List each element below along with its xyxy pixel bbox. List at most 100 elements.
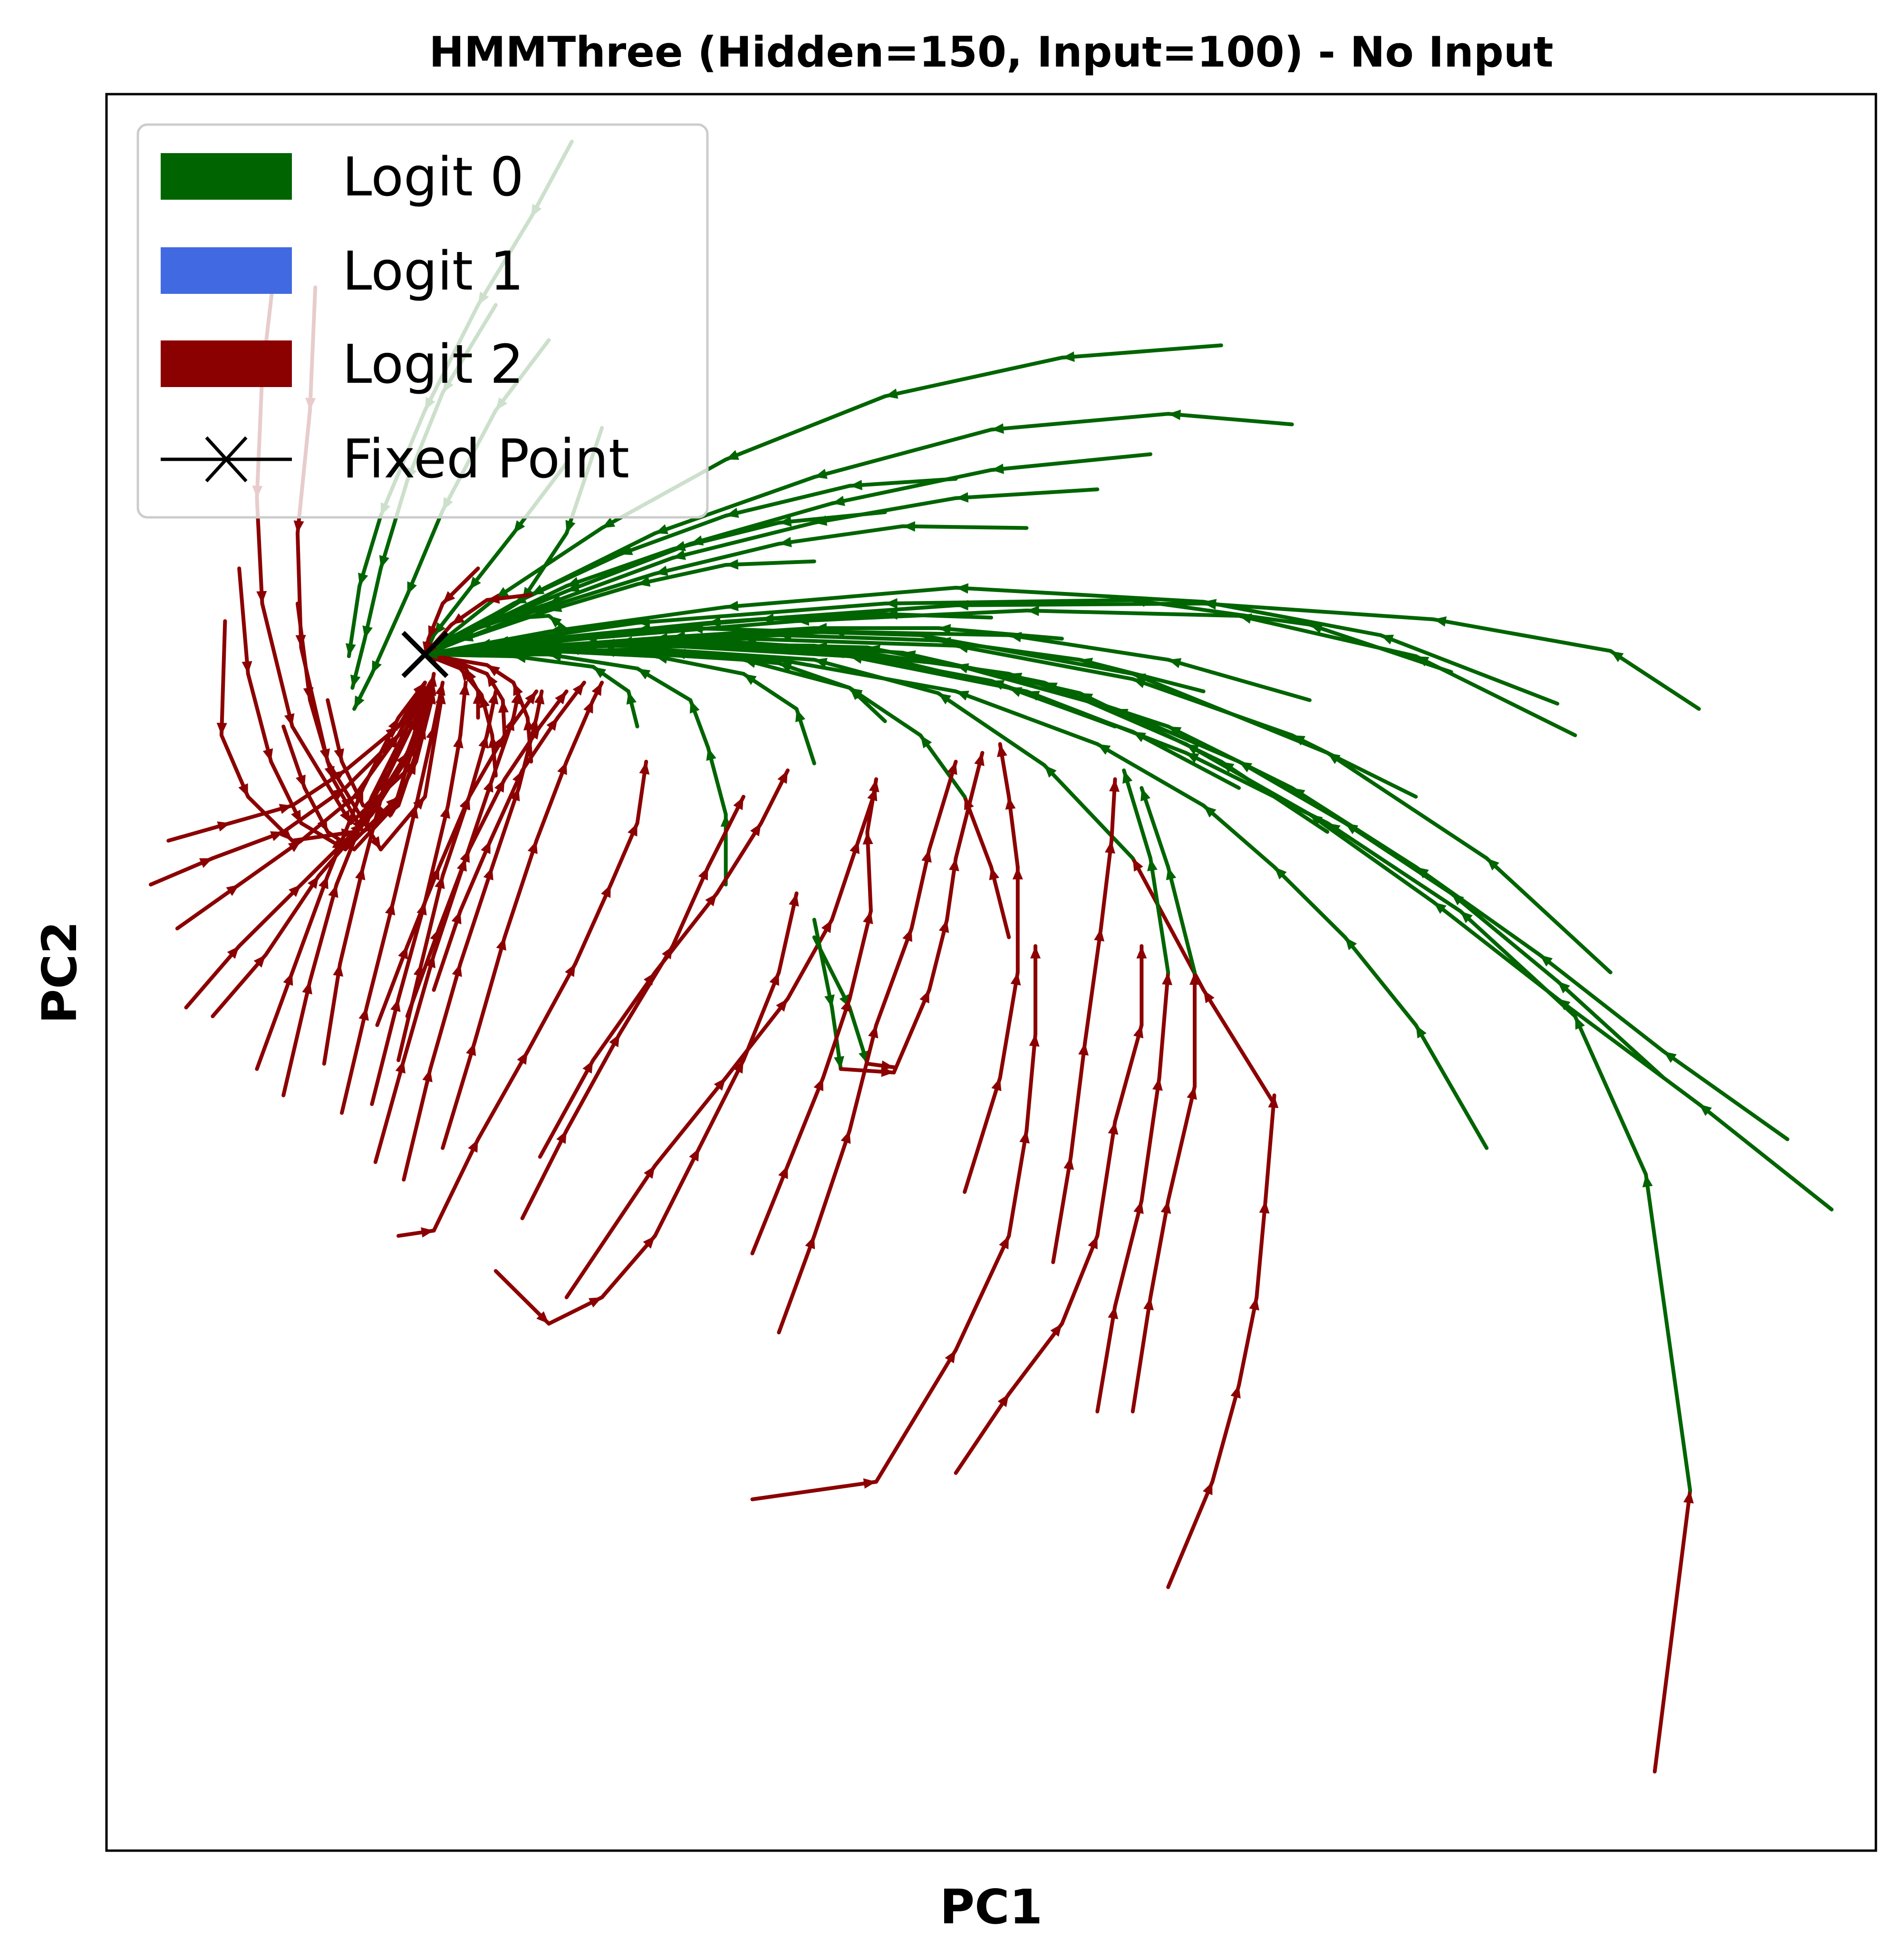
trajectory-17-segment-0 bbox=[900, 524, 1029, 530]
trajectory-11-segment-0 bbox=[936, 626, 1064, 641]
trajectory-83-arrowhead-6 bbox=[867, 644, 881, 655]
trajectory-18-segment-0 bbox=[848, 476, 958, 488]
trajectory-23-arrowhead-0 bbox=[850, 688, 862, 700]
trajectory-26-arrowhead-1 bbox=[593, 667, 607, 679]
trajectory-5-arrowhead-0 bbox=[1292, 735, 1305, 746]
trajectory-21-segment-2 bbox=[1042, 763, 1135, 860]
trajectory-68 bbox=[493, 891, 799, 1326]
trajectory-64-arrowhead-0 bbox=[582, 1060, 593, 1074]
trajectory-68-arrowhead-1 bbox=[588, 1297, 602, 1308]
trajectory-9-segment-0 bbox=[1078, 658, 1206, 693]
trajectory-75-segment-5 bbox=[1140, 786, 1170, 869]
trajectory-27-arrowhead-0 bbox=[549, 616, 562, 628]
trajectory-56-arrowhead-0 bbox=[303, 687, 314, 700]
legend-swatch-logit-2 bbox=[161, 340, 292, 387]
trajectory-16-arrowhead-0 bbox=[956, 492, 969, 503]
trajectory-49-arrowhead-2 bbox=[459, 796, 470, 810]
trajectory-47-segment-0 bbox=[373, 1058, 406, 1164]
trajectory-59-arrowhead-2 bbox=[487, 665, 500, 677]
trajectory-35-segment-6 bbox=[423, 689, 445, 799]
trajectory-72 bbox=[777, 759, 958, 1335]
trajectory-53-arrowhead-0 bbox=[302, 981, 312, 995]
trajectory-63-segment-4 bbox=[830, 838, 860, 922]
trajectory-78-segment-1 bbox=[1210, 1383, 1241, 1484]
legend-label-logit-0: Logit 0 bbox=[342, 146, 524, 208]
trajectory-4-arrowhead-0 bbox=[1416, 656, 1430, 667]
trajectory-64-arrowhead-4 bbox=[777, 770, 788, 784]
trajectory-76-segment-4 bbox=[1148, 856, 1170, 974]
trajectory-73-arrowhead-0 bbox=[991, 1077, 1002, 1091]
trajectory-73-arrowhead-2 bbox=[1012, 867, 1023, 880]
trajectory-64-segment-0 bbox=[538, 1058, 595, 1159]
trajectory-52-segment-0 bbox=[441, 1040, 477, 1150]
trajectory-49-arrowhead-1 bbox=[429, 867, 440, 881]
trajectory-67-arrowhead-5 bbox=[639, 761, 650, 775]
trajectory-75-arrowhead-0 bbox=[1143, 1297, 1154, 1310]
trajectory-26-arrowhead-2 bbox=[513, 652, 527, 663]
trajectory-78-segment-3 bbox=[1255, 1199, 1267, 1300]
trajectory-51-arrowhead-1 bbox=[481, 840, 491, 854]
trajectory-18-segment-1 bbox=[724, 484, 852, 518]
trajectory-77-segment-1 bbox=[1007, 1321, 1064, 1396]
trajectory-2-segment-3 bbox=[954, 602, 1206, 607]
trajectory-84-segment-9 bbox=[423, 642, 639, 657]
trajectory-57-arrowhead-4 bbox=[425, 691, 436, 705]
trajectory-84-segment-5 bbox=[1184, 751, 1330, 825]
trajectory-48-arrowhead-5 bbox=[534, 691, 545, 705]
trajectory-83-arrowhead-2 bbox=[1433, 902, 1447, 914]
trajectory-36-arrowhead-4 bbox=[339, 810, 351, 824]
trajectory-76-arrowhead-3 bbox=[1162, 972, 1172, 985]
trajectory-12-arrowhead-1 bbox=[761, 613, 774, 624]
trajectory-75-arrowhead-2 bbox=[1187, 1087, 1197, 1100]
trajectory-82-arrowhead-3 bbox=[1292, 788, 1305, 799]
legend-box bbox=[136, 123, 709, 519]
trajectory-13-arrowhead-2 bbox=[814, 468, 828, 479]
trajectory-49-arrowhead-3 bbox=[493, 735, 505, 749]
trajectory-79-segment-2 bbox=[954, 1234, 1011, 1352]
trajectory-26-segment-2 bbox=[512, 654, 595, 669]
trajectory-14-arrowhead-4 bbox=[495, 587, 509, 599]
trajectory-71-arrowhead-3 bbox=[863, 911, 873, 924]
trajectory-44-arrowhead-4 bbox=[435, 682, 445, 696]
trajectory-76 bbox=[1095, 768, 1172, 1414]
trajectory-28-segment-1 bbox=[520, 531, 569, 602]
trajectory-73-arrowhead-3 bbox=[1005, 796, 1016, 810]
trajectory-78-arrowhead-3 bbox=[1259, 1201, 1270, 1214]
trajectory-13-arrowhead-0 bbox=[1168, 409, 1181, 420]
trajectory-57-arrowhead-3 bbox=[406, 761, 416, 775]
trajectory-54 bbox=[255, 680, 427, 1071]
trajectory-51-arrowhead-2 bbox=[512, 770, 522, 784]
trajectory-41-segment-1 bbox=[211, 830, 286, 860]
trajectory-65 bbox=[520, 795, 745, 1221]
trajectory-25-arrowhead-4 bbox=[549, 651, 562, 662]
trajectory-77-arrowhead-0 bbox=[997, 1394, 1009, 1407]
trajectory-48-arrowhead-2 bbox=[483, 867, 493, 881]
trajectory-68-arrowhead-3 bbox=[689, 1148, 699, 1162]
trajectory-9-arrowhead-0 bbox=[1080, 658, 1093, 668]
trajectory-44-arrowhead-0 bbox=[358, 1007, 369, 1021]
trajectory-54-arrowhead-4 bbox=[413, 682, 425, 696]
trajectory-0-segment-4 bbox=[547, 605, 728, 634]
trajectory-83-segment-0 bbox=[1697, 1102, 1834, 1212]
trajectory-69-arrowhead-4 bbox=[938, 920, 949, 933]
trajectory-84-arrowhead-5 bbox=[1186, 753, 1199, 763]
trajectory-72-segment-4 bbox=[909, 847, 931, 931]
trajectory-2-arrowhead-0 bbox=[1610, 650, 1624, 662]
trajectory-73 bbox=[963, 742, 1023, 1194]
trajectory-65-arrowhead-3 bbox=[698, 867, 708, 881]
trajectory-79-arrowhead-1 bbox=[945, 1350, 956, 1364]
trajectory-52-arrowhead-2 bbox=[527, 840, 538, 854]
trajectory-69-arrowhead-0 bbox=[824, 994, 835, 1008]
trajectory-50-segment-1 bbox=[437, 847, 472, 931]
trajectory-38-arrowhead-1 bbox=[289, 884, 301, 897]
trajectory-65-segment-3 bbox=[671, 865, 710, 948]
trajectory-57-arrowhead-1 bbox=[353, 792, 363, 806]
trajectory-21-arrowhead-3 bbox=[938, 693, 952, 705]
trajectory-24-arrowhead-0 bbox=[795, 708, 806, 723]
trajectory-72-segment-1 bbox=[812, 1128, 852, 1238]
trajectory-79-arrowhead-4 bbox=[1029, 1034, 1040, 1047]
trajectory-67-segment-3 bbox=[573, 883, 613, 966]
trajectory-77-segment-2 bbox=[1060, 1234, 1100, 1326]
trajectory-68-arrowhead-6 bbox=[789, 893, 799, 907]
trajectory-78-segment-2 bbox=[1237, 1295, 1259, 1388]
